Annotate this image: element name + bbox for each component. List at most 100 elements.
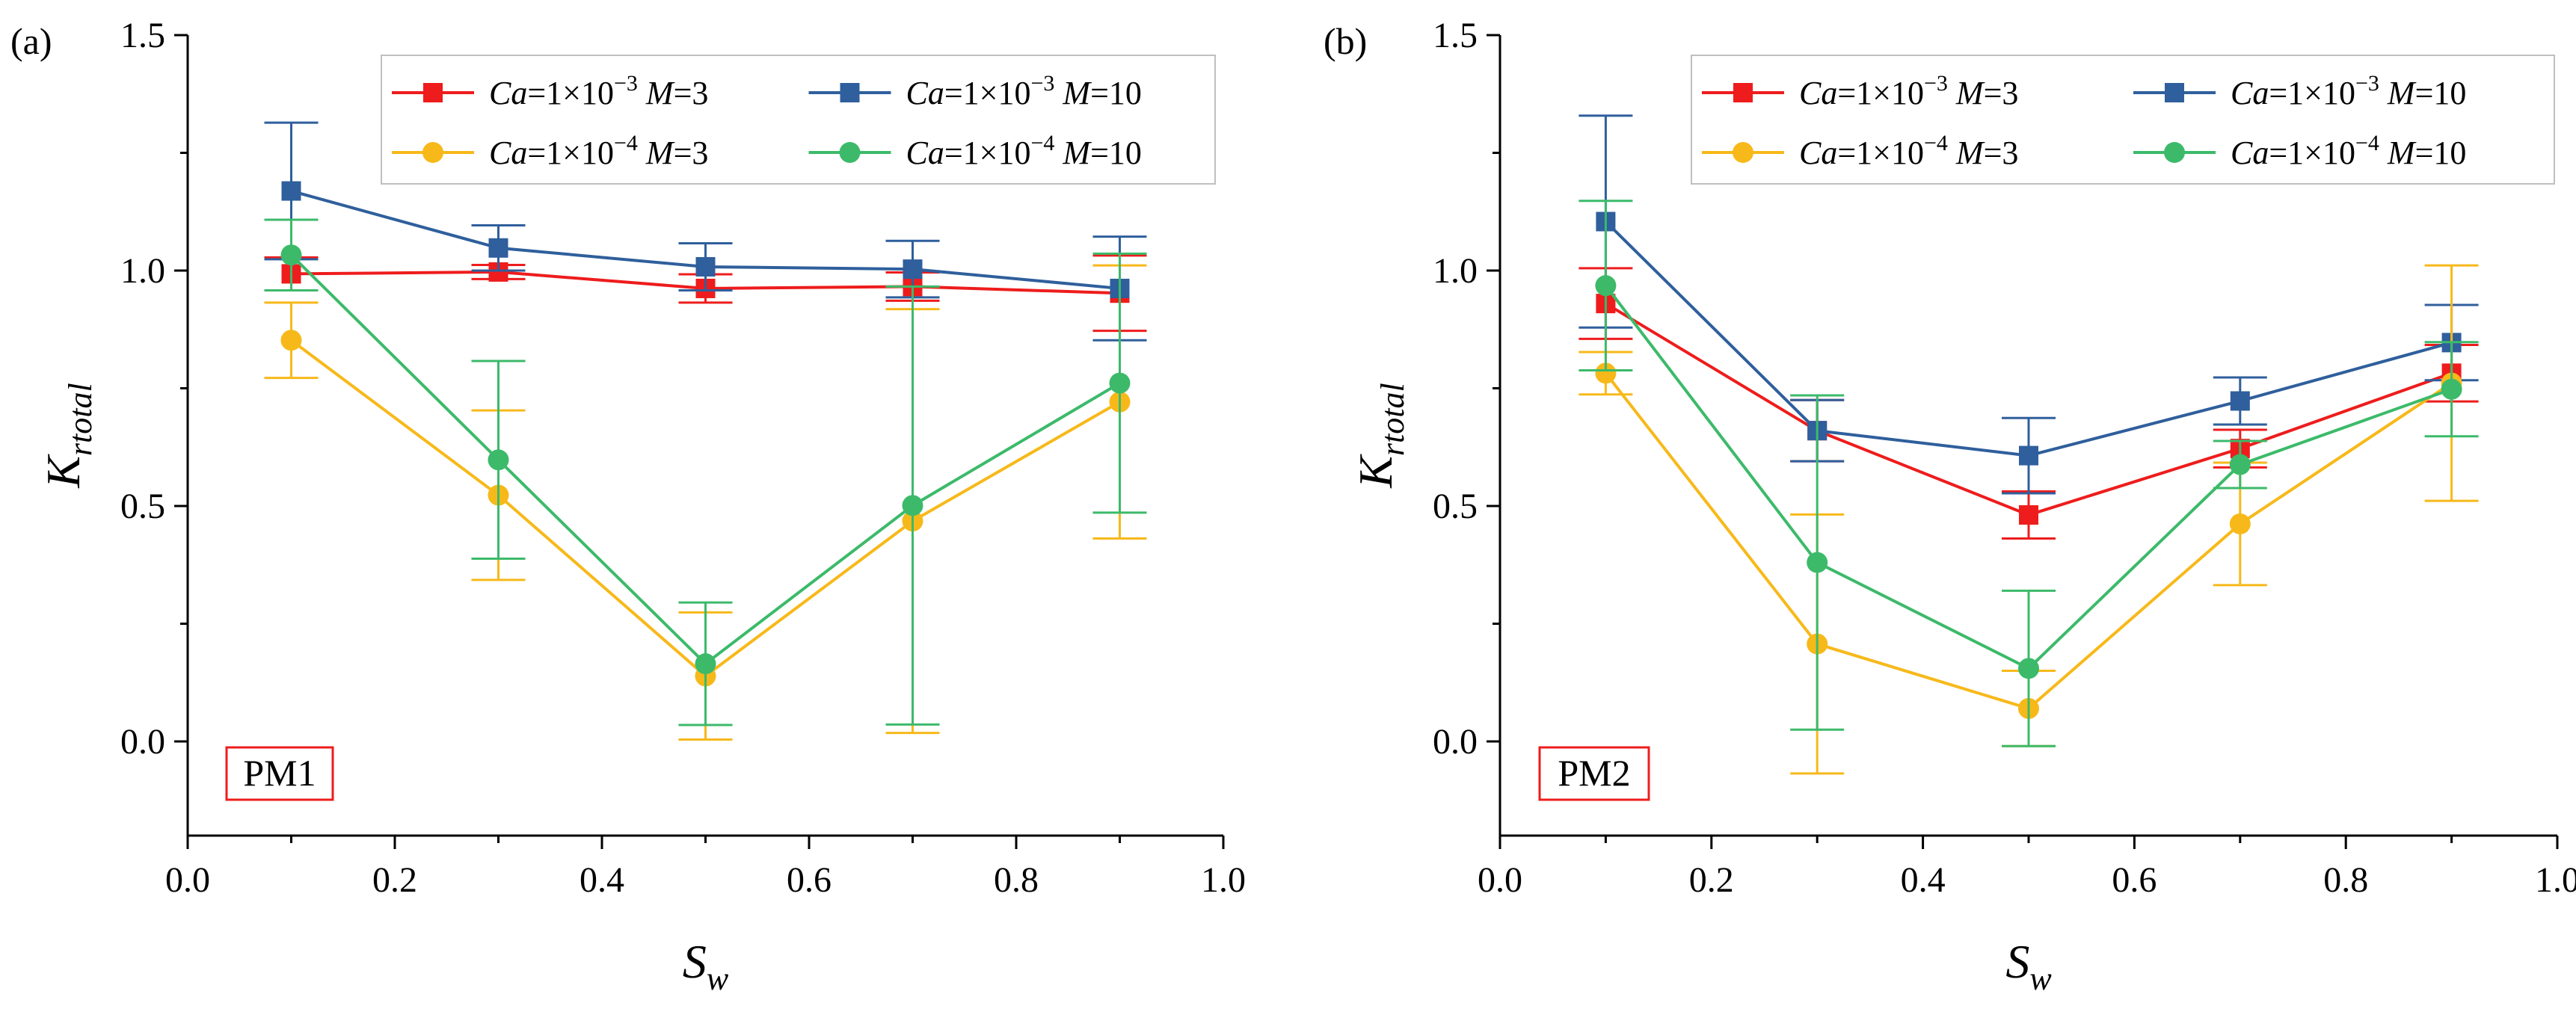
legend-label: Ca=1×10−3 M=10: [2231, 71, 2466, 111]
legend-m: M: [1955, 135, 1985, 171]
legend-item: Ca=1×10−4 M=10: [2133, 131, 2466, 171]
legend-space: [1948, 75, 1956, 111]
legend-m-value: =3: [1984, 135, 2019, 171]
legend-marker: [1733, 83, 1753, 102]
legend-m: M: [1062, 75, 1092, 111]
y-axis-title-main: K: [37, 454, 90, 489]
data-point: [695, 653, 716, 675]
y-tick-label: 1.5: [1433, 16, 1478, 55]
x-tick-label: 1.0: [2535, 860, 2576, 900]
y-axis-title-main: K: [1349, 454, 1402, 489]
legend-item: Ca=1×10−3 M=10: [2133, 71, 2466, 111]
pm-label: PM2: [1538, 746, 1650, 801]
x-tick-label: 0.4: [1901, 860, 1946, 900]
panel-b: (b) 0.0 0.2 0.4 0.6 0.8 1.0 0.0 0.5 1.0 1.5 Sw Krtot…: [1324, 16, 2576, 997]
y-tick-label: 1.0: [120, 251, 165, 291]
legend-marker: [422, 142, 443, 163]
legend-item: Ca=1×10−3 M=3: [392, 71, 708, 111]
legend-item: Ca=1×10−3 M=10: [808, 71, 1142, 111]
legend-label: Ca=1×10−4 M=10: [2231, 131, 2466, 171]
data-point: [1109, 372, 1131, 394]
data-point: [903, 259, 923, 280]
legend-label: Ca=1×10−3 M=10: [906, 71, 1142, 111]
x-axis-title-sub: w: [2029, 960, 2052, 997]
data-point: [2229, 513, 2251, 534]
legend-ca-exponent: −3: [1031, 71, 1055, 96]
data-point: [1807, 552, 1828, 573]
data-point: [2019, 504, 2038, 525]
x-axis-title-main: S: [683, 935, 707, 988]
legend-ca-value: =1×10: [527, 135, 614, 171]
y-tick-label: 0.0: [120, 722, 165, 762]
y-axis-title: Krtotal: [37, 383, 99, 488]
legend-marker: [840, 83, 860, 102]
pm-label: PM1: [225, 746, 334, 801]
x-tick-label: 0.4: [580, 860, 624, 900]
panel-label: (a): [10, 20, 52, 62]
legend-ca: Ca: [489, 75, 527, 111]
series-3: [264, 218, 1147, 726]
x-tick-label: 0.0: [165, 860, 210, 900]
data-point: [281, 181, 301, 201]
legend-ca-exponent: −3: [614, 71, 638, 96]
legend-ca: Ca: [489, 135, 527, 171]
legend-ca-exponent: −3: [2355, 71, 2379, 96]
data-point: [280, 244, 302, 266]
legend-item: Ca=1×10−3 M=3: [1702, 71, 2018, 111]
data-point: [488, 449, 509, 471]
series-0: [1579, 267, 2479, 540]
legend-ca-value: =1×10: [527, 75, 614, 111]
legend-ca: Ca: [906, 75, 944, 111]
legend-marker: [423, 83, 443, 102]
legend-space: [2379, 135, 2388, 171]
pm-label-text: PM1: [243, 752, 316, 794]
legend-space: [638, 75, 646, 111]
legend-ca-value: =1×10: [1837, 135, 1924, 171]
panel-label: (b): [1324, 20, 1367, 62]
legend-space: [1054, 75, 1063, 111]
y-tick-label: 1.0: [1433, 251, 1478, 291]
legend-ca-value: =1×10: [944, 135, 1031, 171]
data-point: [1595, 362, 1617, 384]
x-tick-label: 0.0: [1478, 860, 1522, 900]
y-axis-title-sub: rtotal: [1374, 383, 1411, 456]
legend-item: Ca=1×10−4 M=3: [392, 131, 708, 171]
legend-marker: [2164, 142, 2185, 163]
data-point: [2019, 445, 2038, 466]
legend-m-value: =10: [2415, 75, 2467, 111]
legend-ca-value: =1×10: [1837, 75, 1924, 111]
legend-ca-exponent: −4: [1924, 131, 1948, 155]
legend-item: Ca=1×10−4 M=3: [1702, 131, 2018, 171]
legend-m-value: =10: [1090, 135, 1142, 171]
y-axis-title: Krtotal: [1349, 383, 1411, 488]
data-point: [902, 495, 923, 516]
series-3: [1579, 200, 2479, 747]
data-point: [2441, 378, 2462, 400]
legend-ca-value: =1×10: [944, 75, 1031, 111]
legend-marker: [839, 142, 861, 163]
data-point: [1595, 275, 1617, 297]
legend-ca: Ca: [1799, 135, 1837, 171]
legend-m: M: [2387, 75, 2417, 111]
pm-label-text: PM2: [1558, 752, 1630, 794]
legend-label: Ca=1×10−4 M=3: [489, 131, 708, 171]
pm-label-box: [225, 746, 334, 801]
legend-m: M: [1955, 75, 1985, 111]
legend-marker: [1733, 142, 1753, 163]
legend-ca-exponent: −4: [2355, 131, 2379, 155]
legend-m: M: [645, 75, 675, 111]
legend-ca-exponent: −4: [1031, 131, 1055, 155]
legend-box: [381, 55, 1216, 185]
legend-space: [1054, 135, 1063, 171]
legend-ca: Ca: [2231, 135, 2269, 171]
x-axis-title-main: S: [2005, 935, 2029, 988]
legend-m-value: =10: [1090, 75, 1142, 111]
panel-a: (a) 0.0 0.2 0.4 0.6 0.8 1.0 0.0 0.5 1.0 1.5 Sw Krtot…: [10, 16, 1246, 997]
y-tick-label: 0.0: [1433, 722, 1478, 762]
y-axis-title-sub: rtotal: [62, 383, 99, 456]
legend-space: [2379, 75, 2388, 111]
legend-m: M: [2387, 135, 2417, 171]
x-axis-title: Sw: [2005, 935, 2052, 997]
